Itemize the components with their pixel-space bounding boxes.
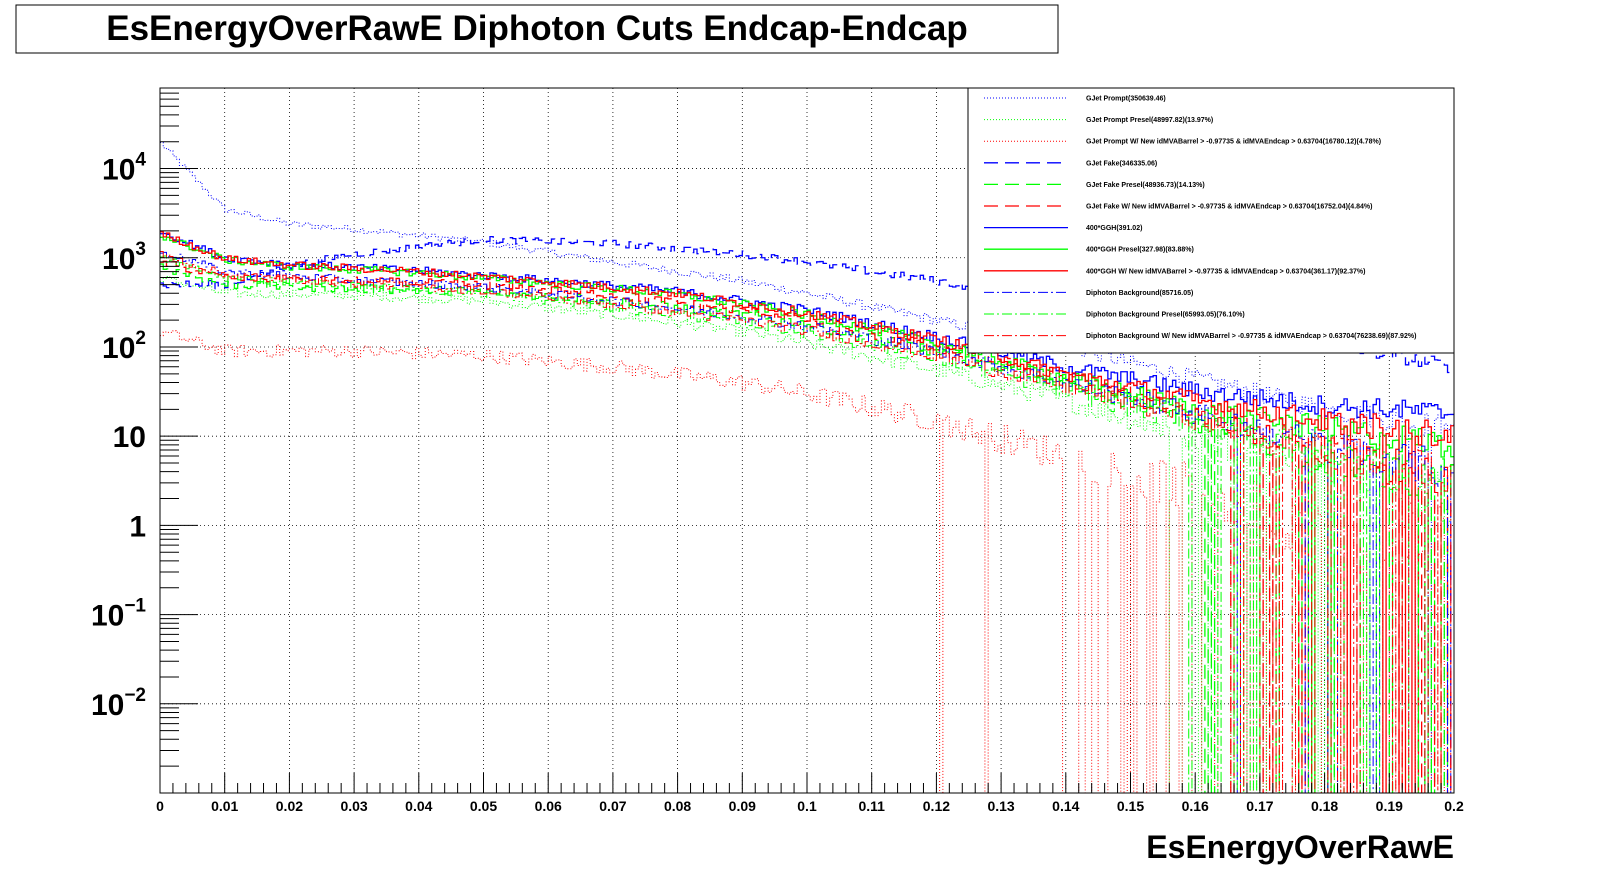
y-tick-label: 1 — [129, 510, 146, 543]
legend: GJet Prompt(350639.46) GJet Prompt Presel… — [967, 87, 1455, 354]
series-line — [160, 232, 1454, 420]
series-line — [160, 275, 1454, 793]
x-tick-label: 0.1 — [797, 798, 817, 814]
legend-label: 400*GGH W/ New idMVABarrel > -0.97735 & … — [1086, 268, 1365, 275]
x-tick-label: 0.11 — [858, 798, 885, 814]
series-line — [160, 251, 1454, 793]
x-axis-label: EsEnergyOverRawE — [1146, 829, 1454, 865]
x-tick-label: 0.15 — [1117, 798, 1144, 814]
y-tick-label: 10−1 — [91, 596, 146, 633]
series-layer — [160, 142, 1454, 793]
legend-label: GJet Prompt Presel(48997.82)(13.97%) — [1086, 117, 1213, 124]
series-line — [160, 142, 1454, 793]
legend-label: GJet Fake(346335.06) — [1086, 160, 1157, 167]
legend-label: 400*GGH(391.02) — [1086, 225, 1142, 232]
x-tick-label: 0.13 — [987, 798, 1014, 814]
series-line — [160, 255, 1454, 793]
axis-layer: 0 0.01 0.02 0.03 0.04 0.05 0.06 0.07 0.08 0.09 0.1… — [91, 87, 1464, 814]
series-line — [160, 250, 1452, 793]
x-tick-label: 0.05 — [470, 798, 497, 814]
y-tick-label: 102 — [102, 328, 146, 365]
x-tick-label: 0.02 — [276, 798, 303, 814]
legend-label: GJet Prompt W/ New idMVABarrel > -0.9773… — [1086, 139, 1381, 146]
x-tick-label: 0.01 — [211, 798, 238, 814]
y-tick-label: 10 — [113, 421, 146, 454]
x-tick-label: 0.19 — [1376, 798, 1403, 814]
legend-box — [967, 87, 1455, 354]
legend-label: Diphoton Background Presel(65993.05)(76.… — [1086, 312, 1245, 319]
series-line — [160, 330, 1445, 793]
title-box — [15, 4, 1059, 54]
legend-label: Diphoton Background W/ New idMVABarrel >… — [1086, 333, 1416, 340]
x-tick-label: 0.16 — [1182, 798, 1209, 814]
x-tick-label: 0.09 — [729, 798, 756, 814]
legend-label: 400*GGH Presel(327.98)(83.88%) — [1086, 247, 1194, 254]
x-tick-label: 0.06 — [535, 798, 562, 814]
x-tick-label: 0.04 — [405, 798, 432, 814]
y-tick-label: 10−2 — [91, 685, 146, 722]
legend-label: GJet Fake W/ New idMVABarrel > -0.97735 … — [1086, 204, 1372, 211]
y-tick-label: 103 — [102, 239, 146, 276]
legend-label: GJet Prompt(350639.46) — [1086, 96, 1166, 103]
x-tick-label: 0.17 — [1246, 798, 1273, 814]
x-tick-label: 0.07 — [599, 798, 626, 814]
x-tick-label: 0.03 — [340, 798, 367, 814]
series-line — [160, 263, 1454, 793]
x-tick-label: 0.08 — [664, 798, 691, 814]
chart-title: EsEnergyOverRawE Diphoton Cuts Endcap-En… — [106, 9, 968, 48]
x-tick-label: 0.12 — [923, 798, 950, 814]
legend-label: GJet Fake Presel(48936.73)(14.13%) — [1086, 182, 1205, 189]
x-tick-label: 0 — [156, 798, 164, 814]
x-tick-label: 0.14 — [1052, 798, 1079, 814]
x-tick-label: 0.18 — [1311, 798, 1338, 814]
legend-label: Diphoton Background(85716.05) — [1086, 290, 1193, 297]
x-tick-label: 0.2 — [1444, 798, 1464, 814]
y-tick-label: 104 — [102, 150, 146, 187]
